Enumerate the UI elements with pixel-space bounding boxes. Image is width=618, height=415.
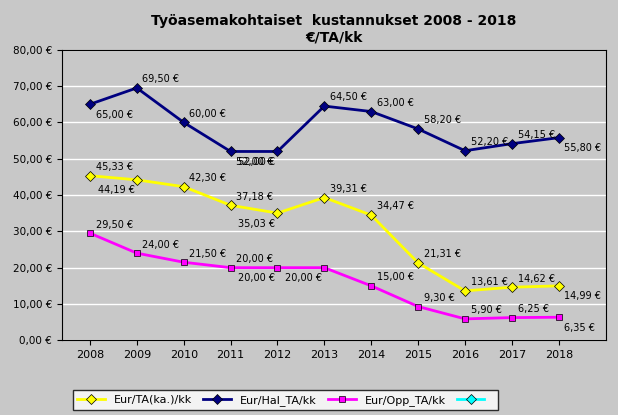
Text: 37,18 €: 37,18 €: [236, 192, 273, 202]
Text: 55,80 €: 55,80 €: [564, 143, 601, 153]
Eur/Hal_TA/kk: [87, 102, 94, 107]
Text: 52,20 €: 52,20 €: [471, 137, 508, 147]
Eur/Hal_TA/kk: [555, 135, 562, 140]
Text: 69,50 €: 69,50 €: [142, 74, 179, 84]
Title: Työasemakohtaiset  kustannukset 2008 - 2018
€/TA/kk: Työasemakohtaiset kustannukset 2008 - 20…: [151, 14, 517, 44]
Eur/Hal_TA/kk: [368, 109, 375, 114]
Text: 44,19 €: 44,19 €: [98, 185, 135, 195]
Text: 34,47 €: 34,47 €: [377, 202, 414, 212]
Text: 24,00 €: 24,00 €: [142, 239, 179, 249]
Eur/Opp_TA/kk: [87, 231, 94, 236]
Eur/TA(ka.)/kk: [87, 173, 94, 178]
Eur/TA(ka.)/kk: [227, 203, 234, 208]
Eur/TA(ka.)/kk: [133, 177, 140, 182]
Eur/Hal_TA/kk: [321, 104, 328, 109]
Text: 20,00 €: 20,00 €: [285, 273, 322, 283]
Text: 52,00 €: 52,00 €: [236, 157, 273, 167]
Eur/Opp_TA/kk: [555, 315, 562, 320]
Text: 52,00 €: 52,00 €: [238, 157, 275, 167]
Eur/Opp_TA/kk: [461, 316, 468, 321]
Text: 13,61 €: 13,61 €: [471, 277, 507, 287]
Text: 14,62 €: 14,62 €: [517, 273, 554, 283]
Eur/Opp_TA/kk: [227, 265, 234, 270]
Text: 14,99 €: 14,99 €: [564, 291, 601, 301]
Eur/Opp_TA/kk: [368, 283, 375, 288]
Text: 42,30 €: 42,30 €: [189, 173, 226, 183]
Text: 21,31 €: 21,31 €: [424, 249, 461, 259]
Eur/TA(ka.)/kk: [555, 283, 562, 288]
Eur/Hal_TA/kk: [415, 127, 422, 132]
Text: 64,50 €: 64,50 €: [330, 93, 367, 103]
Text: 5,90 €: 5,90 €: [471, 305, 501, 315]
Line: Eur/Opp_TA/kk: Eur/Opp_TA/kk: [87, 230, 562, 322]
Eur/TA(ka.)/kk: [415, 261, 422, 266]
Eur/Opp_TA/kk: [508, 315, 515, 320]
Line: Eur/Hal_TA/kk: Eur/Hal_TA/kk: [87, 85, 562, 155]
Text: 58,20 €: 58,20 €: [424, 115, 461, 125]
Eur/Hal_TA/kk: [508, 141, 515, 146]
Legend: Eur/TA(ka.)/kk, Eur/Hal_TA/kk, Eur/Opp_TA/kk, : Eur/TA(ka.)/kk, Eur/Hal_TA/kk, Eur/Opp_T…: [73, 391, 498, 410]
Text: 21,50 €: 21,50 €: [189, 249, 226, 259]
Text: 9,30 €: 9,30 €: [424, 293, 454, 303]
Text: 15,00 €: 15,00 €: [377, 272, 414, 282]
Text: 54,15 €: 54,15 €: [517, 130, 554, 140]
Text: 65,00 €: 65,00 €: [96, 110, 132, 120]
Text: 29,50 €: 29,50 €: [96, 220, 133, 229]
Text: 63,00 €: 63,00 €: [377, 98, 413, 108]
Eur/TA(ka.)/kk: [321, 195, 328, 200]
Eur/TA(ka.)/kk: [508, 285, 515, 290]
Eur/Opp_TA/kk: [274, 265, 281, 270]
Text: 20,00 €: 20,00 €: [236, 254, 273, 264]
Eur/TA(ka.)/kk: [180, 184, 187, 189]
Eur/Hal_TA/kk: [274, 149, 281, 154]
Eur/Opp_TA/kk: [321, 265, 328, 270]
Eur/Opp_TA/kk: [133, 251, 140, 256]
Eur/Hal_TA/kk: [227, 149, 234, 154]
Eur/Opp_TA/kk: [415, 304, 422, 309]
Text: 45,33 €: 45,33 €: [96, 162, 132, 172]
Eur/Hal_TA/kk: [133, 85, 140, 90]
Eur/Opp_TA/kk: [180, 260, 187, 265]
Text: 6,25 €: 6,25 €: [517, 304, 549, 314]
Line: Eur/TA(ka.)/kk: Eur/TA(ka.)/kk: [87, 172, 562, 294]
Text: 39,31 €: 39,31 €: [330, 184, 367, 194]
Eur/TA(ka.)/kk: [461, 288, 468, 293]
Eur/TA(ka.)/kk: [368, 212, 375, 217]
Text: 35,03 €: 35,03 €: [238, 219, 275, 229]
Text: 20,00 €: 20,00 €: [238, 273, 275, 283]
Eur/Hal_TA/kk: [461, 148, 468, 153]
Text: 6,35 €: 6,35 €: [564, 323, 595, 333]
Eur/Hal_TA/kk: [180, 120, 187, 125]
Eur/TA(ka.)/kk: [274, 210, 281, 215]
Text: 60,00 €: 60,00 €: [189, 109, 226, 119]
